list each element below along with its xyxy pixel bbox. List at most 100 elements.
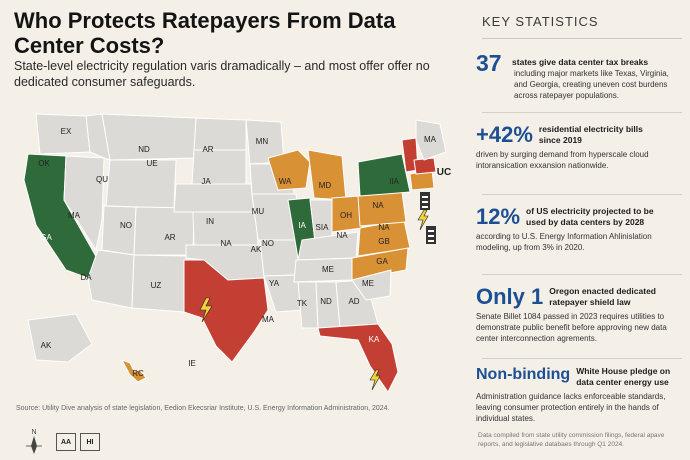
lightning-icon xyxy=(199,209,429,391)
divider xyxy=(482,358,682,359)
state-shape-red-tx xyxy=(183,259,269,363)
stat-block: 37 states give data center tax breaks in… xyxy=(476,52,684,101)
state-label: UZ xyxy=(151,281,162,290)
state-label: RC xyxy=(132,369,144,378)
stat-label: residential electricity bills since 2019 xyxy=(538,124,643,145)
state-label: ME xyxy=(322,265,334,274)
state-label: MN xyxy=(256,137,269,146)
data-center-icon xyxy=(426,226,436,244)
state-shape-ak xyxy=(27,313,93,363)
state-shape-orange-wi xyxy=(267,149,311,191)
state-label: IN xyxy=(206,217,214,226)
stat-description: Administration guidance lacks enforceabl… xyxy=(476,392,666,423)
us-state-map: EX ND AR MN MA OK QU UE JA WA MD IIA UC … xyxy=(23,113,451,393)
state-labels: EX ND AR MN MA OK QU UE JA WA MD IIA UC … xyxy=(38,127,451,378)
state-label: SIA xyxy=(316,223,330,232)
state-label: NA xyxy=(372,201,384,210)
data-center-icon xyxy=(420,192,430,210)
state-label: UC xyxy=(437,167,451,178)
panel-footer: Data compiled from state utility commiss… xyxy=(478,432,665,448)
stat-label: states give data center tax breaks xyxy=(512,57,649,67)
compass-icon: N xyxy=(26,429,42,454)
state-shape-red-ma xyxy=(413,157,437,175)
state-label: IA xyxy=(298,221,306,230)
stat-block: 12% of US electricity projected to be us… xyxy=(476,206,684,253)
state-label: OH xyxy=(340,211,352,220)
state-shape-sd xyxy=(191,149,247,185)
state-label: GB xyxy=(378,237,390,246)
state-label: JA xyxy=(201,177,211,186)
key-statistics-panel: KEY STATISTICS 37 states give data cente… xyxy=(472,0,690,460)
state-label: NO xyxy=(262,239,274,248)
state-label: AD xyxy=(348,297,359,306)
state-shape-nv xyxy=(63,155,105,251)
state-shape-ut xyxy=(101,205,137,256)
state-label: IE xyxy=(188,359,196,368)
state-label: MD xyxy=(319,181,332,190)
state-label: GA xyxy=(40,233,52,242)
state-label: ND xyxy=(138,145,150,154)
state-label: NA xyxy=(220,239,232,248)
state-label: MA xyxy=(424,135,437,144)
state-label: OK xyxy=(38,159,50,168)
state-label: UE xyxy=(146,159,157,168)
state-label: MU xyxy=(252,207,265,216)
state-label: ND xyxy=(320,297,332,306)
state-shape-az xyxy=(87,249,135,309)
state-shape-wy xyxy=(105,159,177,209)
stat-description: according to U.S. Energy Information Ahl… xyxy=(476,232,652,252)
state-label: TK xyxy=(297,299,308,308)
state-label: GA xyxy=(376,257,388,266)
state-shape-orange-nc xyxy=(351,247,409,281)
state-label: AR xyxy=(164,233,175,242)
state-shape-me xyxy=(415,119,447,161)
state-shape-ne xyxy=(173,183,255,213)
stat-block: +42% residential electricity bills since… xyxy=(476,124,684,171)
state-shape-sc xyxy=(351,269,392,301)
compass-label: N xyxy=(31,429,36,436)
state-label: MA xyxy=(68,211,81,220)
state-label: KA xyxy=(369,335,380,344)
divider xyxy=(482,194,682,195)
state-shape-green-ny xyxy=(357,153,411,197)
state-label: MA xyxy=(262,315,275,324)
state-shape-co xyxy=(133,206,195,256)
source-note: Source: Utility Dive analysis of state l… xyxy=(16,405,390,412)
stat-block: Non-binding White House pledge on data c… xyxy=(476,366,684,424)
state-shape-orange-mi xyxy=(307,149,347,201)
page-title: Who Protects Ratepayers From Data Center… xyxy=(14,8,396,58)
stat-label: White House pledge on data center energy… xyxy=(576,366,671,387)
state-label: AK xyxy=(41,341,52,350)
panel-heading-rule xyxy=(482,38,682,39)
state-label: EX xyxy=(61,127,72,136)
inset-button-hi[interactable]: HI xyxy=(80,433,100,451)
state-shape-red-fl xyxy=(317,323,399,393)
stat-value: +42% xyxy=(476,122,533,147)
state-label: IIA xyxy=(389,177,399,186)
state-shape-hi xyxy=(121,359,147,383)
stat-block: Only 1 Oregon enacted dedicated ratepaye… xyxy=(476,286,684,344)
state-label: NA xyxy=(336,231,348,240)
inset-button-aa[interactable]: AA xyxy=(56,433,76,451)
state-label: YA xyxy=(269,279,280,288)
stat-value: 12% xyxy=(476,204,521,229)
divider xyxy=(482,112,682,113)
state-label: NO xyxy=(120,221,132,230)
state-label: QU xyxy=(96,175,108,184)
stat-description: Senate Billet 1084 passed in 2023 requir… xyxy=(476,312,667,343)
state-label: DA xyxy=(80,273,92,282)
divider xyxy=(482,274,682,275)
page-subtitle: State-level electricity regulation varis… xyxy=(14,59,430,89)
state-label: WA xyxy=(279,177,292,186)
state-label: NA xyxy=(378,223,390,232)
stat-value: Non-binding xyxy=(476,366,571,383)
stat-label: Oregon enacted dedicated ratepayer shiel… xyxy=(549,286,656,307)
panel-heading: KEY STATISTICS xyxy=(482,14,599,29)
stat-label: of US electricity projected to be used b… xyxy=(526,206,654,227)
state-label: AK xyxy=(251,245,262,254)
state-label: AR xyxy=(202,145,213,154)
state-label: ME xyxy=(362,279,374,288)
stat-value: 37 xyxy=(476,50,502,76)
stat-description: including major markets like Texas, Virg… xyxy=(514,69,669,100)
stat-value: Only 1 xyxy=(476,284,544,309)
